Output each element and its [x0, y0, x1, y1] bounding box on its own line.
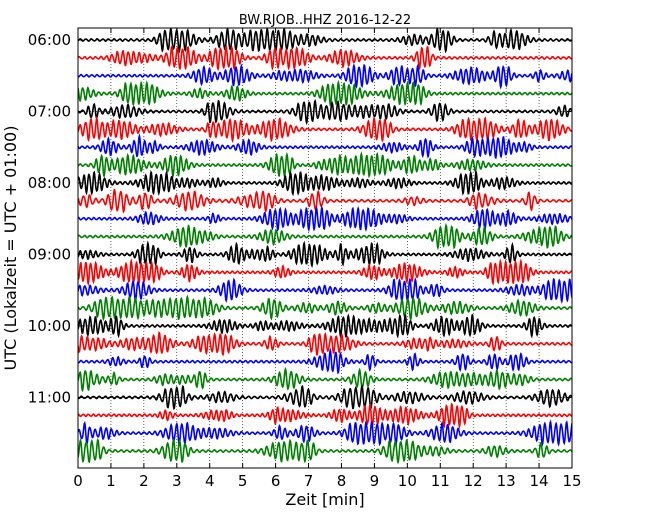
seismic-trace: [78, 133, 572, 160]
trace-layer: [78, 28, 572, 465]
x-tick-label: 0: [73, 472, 83, 490]
seismic-trace: [78, 44, 572, 72]
seismic-trace: [78, 240, 572, 269]
x-tick-label: 4: [205, 472, 215, 490]
seismic-trace: [78, 222, 572, 251]
y-tick-label: 10:00: [28, 317, 71, 335]
seismic-trace: [78, 99, 572, 126]
seismic-trace: [78, 384, 572, 412]
x-tick-label: 15: [562, 472, 581, 490]
x-tick-label: 8: [337, 472, 347, 490]
x-tick-label: 11: [431, 472, 450, 490]
seismic-trace: [78, 258, 572, 287]
seismic-trace: [78, 347, 572, 375]
seismic-trace: [78, 402, 572, 430]
seismic-trace: [78, 294, 572, 322]
x-axis-label: Zeit [min]: [285, 490, 364, 509]
y-tick-label: 07:00: [28, 102, 71, 120]
seismic-trace: [78, 419, 572, 448]
seismic-trace: [78, 63, 572, 90]
seismic-trace: [78, 188, 572, 214]
x-tick-label: 9: [370, 472, 380, 490]
x-tick-label: 10: [398, 472, 417, 490]
y-tick-label: 11:00: [28, 388, 71, 406]
x-tick-label: 3: [172, 472, 182, 490]
seismic-trace: [78, 205, 572, 233]
x-tick-label: 7: [304, 472, 314, 490]
seismic-trace: [78, 366, 572, 393]
seismic-trace: [78, 313, 572, 339]
seismic-trace: [78, 28, 572, 54]
seismic-trace: [78, 115, 572, 144]
tick-layer: 0 1 2 3 4 5 6 7 8 9 10 11 12 13 14 1506:0007:0008:0009:…: [28, 28, 582, 490]
y-tick-label: 06:00: [28, 31, 71, 49]
plot-frame: [77, 27, 573, 469]
y-tick-label: 08:00: [28, 174, 71, 192]
seismic-trace: [78, 169, 572, 197]
y-tick-label: 09:00: [28, 245, 71, 263]
seismic-trace: [78, 437, 572, 465]
seismic-trace: [78, 79, 572, 107]
x-tick-label: 13: [497, 472, 516, 490]
seismic-trace: [78, 331, 572, 356]
x-tick-label: 12: [464, 472, 483, 490]
y-axis-label: UTC (Lokalzeit = UTC + 01:00): [1, 126, 20, 371]
x-tick-label: 2: [139, 472, 149, 490]
x-tick-label: 6: [271, 472, 281, 490]
seismic-trace: [78, 276, 572, 304]
x-tick-label: 14: [530, 472, 549, 490]
chart-title: BW.RJOB..HHZ 2016-12-22: [239, 13, 411, 28]
x-tick-label: 1: [106, 472, 116, 490]
x-tick-label: 5: [238, 472, 248, 490]
seismic-trace: [78, 151, 572, 179]
